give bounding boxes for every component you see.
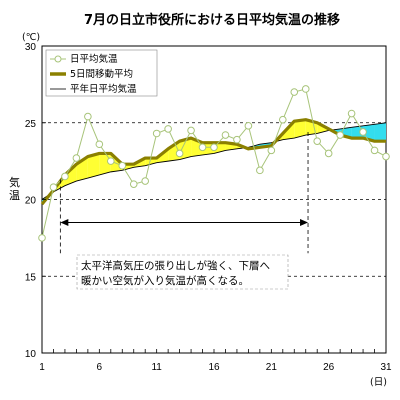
y-axis-label: 気温 [9, 175, 20, 202]
fill-above-normal [294, 119, 306, 139]
annotation-box [76, 254, 289, 290]
daily-point [210, 143, 218, 152]
daily-point [95, 140, 104, 149]
legend: 日平均気温 5日間移動平均 平年日平均気温 [45, 49, 158, 97]
daily-markers [38, 85, 390, 242]
daily-point [72, 154, 81, 162]
y-tick-label: 10 [25, 349, 37, 360]
daily-point [256, 166, 264, 175]
daily-point [313, 137, 322, 145]
daily-point [301, 85, 310, 93]
daily-point [336, 131, 344, 139]
y-tick-label: 20 [25, 196, 37, 207]
daily-point [175, 149, 184, 158]
legend-label-normal: 平年日平均気温 [70, 83, 137, 95]
daily-point [221, 131, 230, 139]
annotation-line2: 暖かい空気が入り気温が高くなる。 [81, 274, 249, 287]
daily-point [107, 157, 115, 165]
y-unit-label: (℃) [22, 32, 40, 43]
x-unit-label: (日) [370, 377, 387, 388]
annotation-line1: 太平洋高気圧の張り出しが強く、下層へ [81, 259, 270, 272]
daily-point [370, 146, 379, 155]
annotation-arrowhead-right [300, 219, 309, 227]
x-tick-label: 26 [323, 362, 335, 373]
plot-area [41, 45, 387, 354]
daily-point [187, 126, 195, 135]
x-ticks: 1 6 11 16 21 26 31 [39, 349, 392, 373]
y-ticks: 10 15 20 25 30 [25, 42, 46, 360]
legend-marker-daily [54, 55, 62, 63]
x-tick-label: 6 [97, 362, 103, 373]
daily-point [290, 88, 299, 96]
fill-below-normal [374, 122, 386, 142]
y-axis-label-char: 温 [9, 189, 20, 202]
x-tick-label: 1 [39, 362, 45, 373]
daily-point [267, 146, 276, 155]
fill-above-normal [64, 164, 77, 186]
y-axis-label-char: 気 [9, 175, 20, 189]
x-tick-label: 11 [151, 362, 162, 373]
daily-point [61, 172, 69, 181]
annotation: 太平洋高気圧の張り出しが強く、下層へ 暖かい空気が入り気温が高くなる。 [59, 131, 309, 290]
daily-point [382, 152, 390, 161]
daily-point [279, 115, 287, 124]
daily-point [84, 112, 92, 121]
daily-point [152, 129, 161, 138]
series-line-moving-average [40, 118, 386, 206]
x-tick-label: 21 [266, 362, 278, 373]
fill-below-normal [351, 125, 364, 139]
daily-point [141, 177, 149, 185]
legend-label-moving-average: 5日間移動平均 [70, 68, 133, 80]
daily-point [38, 234, 46, 242]
daily-point [118, 161, 127, 170]
daily-point [244, 122, 253, 130]
legend-label-daily: 日平均気温 [70, 53, 118, 65]
daily-point [347, 109, 356, 118]
fill-above-normal [145, 158, 157, 166]
daily-point [198, 143, 207, 152]
fill-above-normal [87, 153, 100, 179]
daily-point [164, 125, 172, 133]
daily-point [49, 183, 58, 192]
y-tick-label: 25 [25, 119, 37, 130]
annotation-arrowhead-left [60, 219, 69, 227]
chart-title: 7月の日立市役所における日平均気温の推移 [84, 12, 340, 28]
x-tick-label: 16 [208, 362, 220, 373]
daily-point [233, 135, 241, 144]
y-tick-label: 30 [25, 42, 37, 53]
daily-point [359, 128, 367, 136]
daily-point [324, 149, 333, 158]
y-tick-label: 15 [25, 272, 37, 283]
daily-point [129, 180, 138, 188]
x-tick-label: 31 [380, 362, 392, 373]
